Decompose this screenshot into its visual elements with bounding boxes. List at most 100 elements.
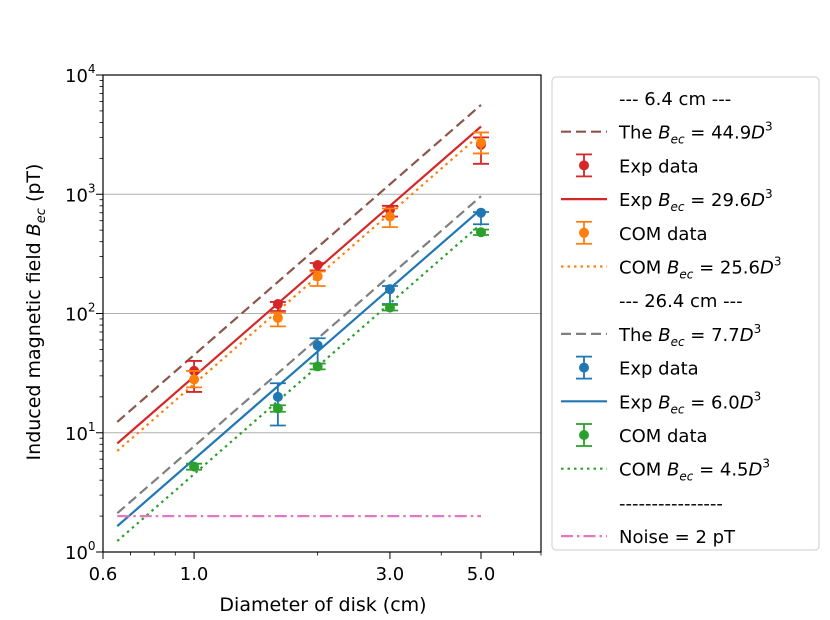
legend-var: D — [751, 190, 765, 211]
legend-symbol: B — [667, 258, 679, 279]
legend-subscript: ec — [671, 335, 685, 349]
legend-label: ---------------- — [619, 493, 723, 514]
legend-box — [551, 76, 820, 551]
legend-var: D — [760, 258, 774, 279]
data-point — [312, 340, 323, 351]
grid — [103, 193, 541, 434]
legend-handle-marker — [579, 160, 589, 171]
data-point — [272, 312, 283, 323]
x-axis-ticks: 0.6 1.0 3.0 5.0 — [89, 552, 542, 585]
legend-label: Exp Bec = 29.6D3 — [619, 187, 773, 214]
legend-label: Noise = 2 pT — [619, 527, 736, 548]
fit-lines — [116, 104, 482, 542]
legend-var: D — [751, 123, 765, 144]
legend-exponent: 3 — [754, 322, 762, 336]
y-axis-label-unit: (pT) — [23, 164, 45, 209]
y-tick-exponent: 2 — [88, 301, 96, 315]
y-axis-label-main: Induced magnetic field — [23, 236, 45, 460]
legend-label: Exp data — [619, 156, 699, 177]
fit-line — [116, 104, 482, 423]
fit-line — [116, 133, 482, 452]
legend-subscript: ec — [671, 402, 685, 416]
y-tick-label: 104 — [65, 62, 96, 87]
y-axis-label-symbol: B — [23, 223, 45, 236]
x-tick-label: 1.0 — [180, 564, 209, 585]
legend-subscript: ec — [679, 268, 693, 282]
y-tick-label: 102 — [65, 301, 96, 326]
y-tick-label: 103 — [65, 181, 96, 206]
legend-exponent: 3 — [754, 389, 762, 403]
legend-var: D — [740, 325, 754, 346]
y-tick-exponent: 0 — [88, 539, 96, 553]
legend-prefix: COM — [619, 460, 667, 481]
fit-line — [116, 195, 482, 515]
data-points — [186, 131, 490, 472]
fit-line — [116, 223, 482, 542]
data-point — [384, 211, 395, 222]
data-point — [476, 227, 487, 238]
legend-exponent: 3 — [765, 187, 773, 201]
fit-line — [116, 208, 482, 527]
data-point — [272, 391, 283, 402]
legend-var: D — [749, 460, 763, 481]
legend-handle-marker — [579, 362, 589, 373]
y-tick-base: 10 — [65, 424, 88, 445]
x-tick-label: 5.0 — [467, 564, 496, 585]
legend-coef: = 29.6 — [685, 190, 752, 211]
legend-label: --- 26.4 cm --- — [619, 291, 743, 312]
legend-symbol: B — [658, 190, 670, 211]
legend-prefix: The — [618, 325, 658, 346]
legend-subscript: ec — [671, 200, 685, 214]
legend-label: The Bec = 7.7D3 — [618, 322, 761, 349]
legend-coef: = 44.9 — [685, 123, 752, 144]
legend-label: COM data — [619, 224, 708, 245]
y-tick-exponent: 3 — [88, 181, 96, 195]
y-tick-base: 10 — [65, 305, 88, 326]
data-point — [312, 361, 323, 372]
y-axis-label-subscript: ec — [34, 208, 49, 223]
y-tick-label: 101 — [65, 420, 96, 445]
data-point — [384, 284, 395, 295]
data-point — [476, 137, 487, 148]
legend-subscript: ec — [671, 133, 685, 147]
data-point — [312, 271, 323, 282]
legend-var: D — [740, 392, 754, 413]
legend-prefix: Exp — [619, 190, 658, 211]
legend-handle-marker — [579, 430, 589, 440]
legend-label: Exp data — [619, 359, 699, 380]
y-tick-label: 100 — [65, 539, 96, 564]
legend-symbol: B — [658, 325, 670, 346]
data-point — [476, 207, 487, 218]
legend-coef: = 6.0 — [685, 392, 740, 413]
data-point — [384, 302, 395, 313]
legend-symbol: B — [667, 460, 679, 481]
data-point — [189, 374, 200, 385]
legend-exponent: 3 — [765, 120, 773, 134]
legend-label: COM data — [619, 426, 708, 447]
x-tick-label: 3.0 — [376, 564, 405, 585]
data-point — [272, 299, 283, 310]
data-point — [312, 260, 323, 271]
y-tick-exponent: 4 — [88, 62, 96, 76]
y-tick-exponent: 1 — [88, 420, 96, 434]
data-point — [189, 461, 200, 472]
legend-coef: = 7.7 — [685, 325, 740, 346]
legend-label: COM Bec = 25.6D3 — [619, 255, 781, 282]
legend-prefix: Exp — [619, 392, 658, 413]
legend-label: Exp Bec = 6.0D3 — [619, 389, 761, 416]
y-axis-label: Induced magnetic field Bec (pT) — [23, 164, 49, 461]
legend-label: The Bec = 44.9D3 — [618, 120, 773, 147]
y-tick-base: 10 — [65, 66, 88, 87]
legend-label: --- 6.4 cm --- — [619, 89, 731, 110]
data-point — [272, 403, 283, 414]
legend-coef: = 4.5 — [693, 460, 748, 481]
legend-prefix: The — [618, 123, 658, 144]
legend-handle-marker — [579, 227, 589, 238]
y-tick-base: 10 — [65, 185, 88, 206]
legend-subscript: ec — [679, 470, 693, 484]
fit-line — [116, 125, 482, 445]
x-tick-label: 0.6 — [89, 564, 118, 585]
